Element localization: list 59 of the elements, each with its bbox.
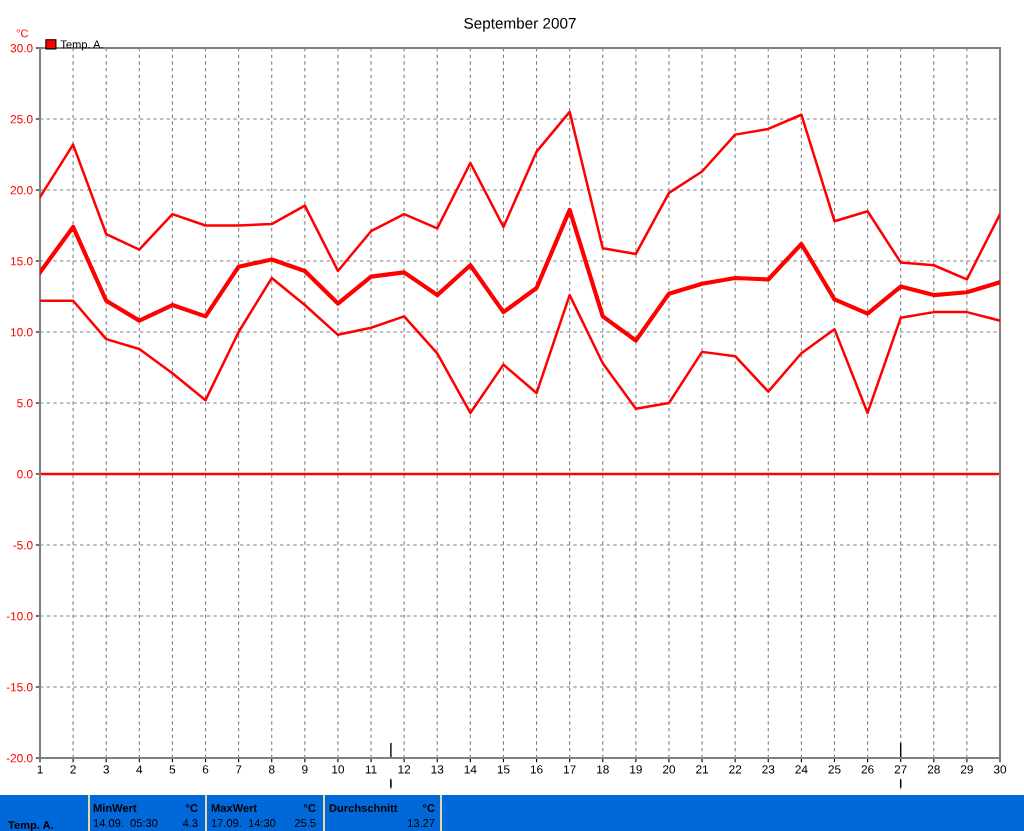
- x-tick-label: 11: [365, 765, 377, 774]
- x-tick-label: 30: [993, 765, 1007, 774]
- x-tick-label: 5: [169, 765, 176, 774]
- x-tick-label: 3: [103, 765, 109, 774]
- text: 13.27: [408, 819, 435, 827]
- x-tick-label: 22: [729, 765, 742, 774]
- text: 25.5: [294, 819, 316, 827]
- x-tick-label: 21: [696, 765, 709, 774]
- text: 17.09. 14:30: [211, 819, 276, 827]
- y-tick-label: 5.0: [17, 399, 33, 408]
- y-tick-label: 10.0: [10, 328, 33, 337]
- x-tick-label: 1: [37, 765, 43, 774]
- y-tick-label: -5.0: [13, 541, 33, 550]
- x-tick-label: 25: [828, 765, 841, 774]
- text: Durchschnitt: [329, 803, 398, 812]
- x-tick-label: 4: [136, 765, 143, 774]
- y-tick-label: -10.0: [6, 612, 33, 621]
- x-tick-label: 7: [235, 765, 242, 774]
- x-tick-label: 9: [302, 765, 308, 774]
- line-series: [40, 207, 1000, 343]
- x-tick-label: 17: [563, 765, 576, 774]
- text: 14.09. 05:30: [93, 819, 158, 827]
- text: °C: [186, 804, 198, 812]
- x-tick-label: 18: [597, 765, 609, 774]
- x-tick-label: 12: [398, 765, 411, 774]
- y-tick-label: -20.0: [6, 754, 33, 763]
- x-tick-label: 14: [464, 765, 477, 774]
- line-series: [40, 276, 1000, 415]
- x-tick-label: 10: [332, 765, 345, 774]
- text: °C: [304, 804, 316, 812]
- y-tick-label: 30.0: [10, 44, 33, 53]
- text: 4.3: [182, 819, 198, 827]
- x-tick-label: 20: [662, 765, 676, 774]
- text: Temp. A.: [8, 821, 53, 831]
- line-series: [40, 110, 1000, 281]
- x-tick-label: 13: [431, 765, 444, 774]
- text: MinWert: [93, 803, 137, 812]
- x-tick-label: 23: [762, 765, 775, 774]
- y-tick-label: 25.0: [10, 115, 33, 124]
- x-tick-label: 2: [70, 765, 76, 774]
- y-tick-label: 0.0: [17, 470, 33, 479]
- text: MaxWert: [211, 804, 257, 812]
- x-tick-label: 15: [497, 765, 510, 774]
- y-axis-title: °C: [16, 29, 29, 38]
- x-tick-label: 29: [960, 765, 973, 774]
- x-tick-label: 6: [202, 765, 209, 774]
- x-tick-label: 19: [630, 765, 642, 774]
- x-tick-label: 8: [268, 765, 275, 774]
- legend-label: Temp. A.: [60, 40, 103, 51]
- x-tick-label: 16: [530, 765, 543, 774]
- y-tick-label: 15.0: [10, 257, 33, 266]
- y-tick-label: 20.0: [10, 186, 33, 195]
- y-tick-label: -15.0: [6, 683, 33, 692]
- text: °C: [423, 804, 435, 812]
- x-tick-label: 26: [861, 765, 874, 774]
- chart-title: September 2007: [464, 17, 576, 32]
- x-tick-label: 24: [795, 765, 808, 774]
- x-tick-label: 28: [927, 765, 940, 774]
- x-tick-label: 27: [894, 765, 907, 774]
